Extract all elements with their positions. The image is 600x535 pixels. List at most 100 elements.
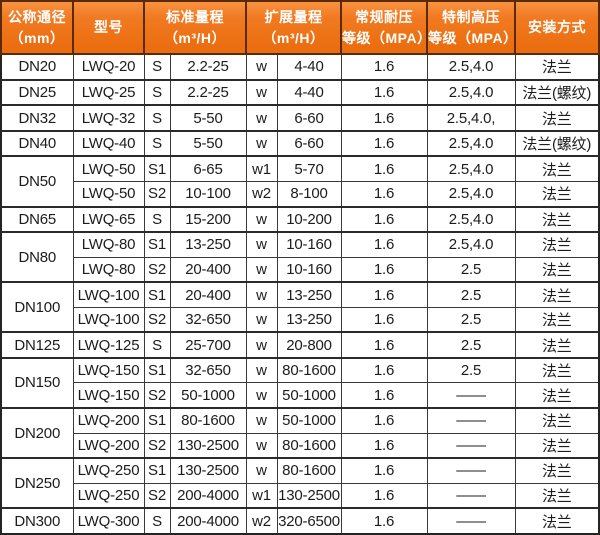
special-high-pressure-cell: 2.5,4.0 — [426, 205, 516, 233]
mounting-cell: 法兰 — [514, 231, 600, 258]
standard-range-code-cell: S — [143, 78, 171, 106]
model-cell: LWQ-40 — [72, 129, 145, 157]
mounting-cell: 法兰 — [514, 256, 600, 283]
regular-pressure-cell: 1.6 — [340, 180, 428, 208]
table-row: DN20 LWQ-20 S 2.2-25 w 4-40 1.6 2.5,4.0 法兰 — [0, 53, 600, 81]
extended-range-code-cell: w2 — [245, 180, 278, 208]
model-cell: LWQ-100 — [72, 281, 145, 308]
table-row: DN125 LWQ-125 S 25-700 w 20-800 1.6 2.5 法兰 — [0, 331, 600, 359]
standard-range-cell: 32-650 — [169, 306, 247, 333]
nominal-diameter-cell: DN200 — [0, 407, 74, 459]
standard-range-code-cell: S1 — [143, 407, 171, 434]
standard-range-code-cell: S — [143, 53, 171, 81]
extended-range-cell: 4-40 — [276, 78, 342, 106]
standard-range-cell: 25-700 — [169, 331, 247, 359]
extended-range-cell: 4-40 — [276, 53, 342, 81]
mounting-cell: 法兰 — [514, 432, 600, 459]
extended-range-code-cell: w1 — [245, 482, 278, 509]
nominal-diameter-cell: DN125 — [0, 331, 74, 359]
standard-range-cell: 20-400 — [169, 256, 247, 283]
mounting-cell: 法兰 — [514, 180, 600, 208]
extended-range-code-cell: w — [245, 129, 278, 157]
nominal-diameter-cell: DN65 — [0, 205, 74, 233]
standard-range-cell: 2.2-25 — [169, 78, 247, 106]
mounting-cell: 法兰 — [514, 382, 600, 409]
special-high-pressure-cell: 2.5 — [426, 306, 516, 333]
nominal-diameter-cell: DN25 — [0, 78, 74, 106]
extended-range-code-cell: w — [245, 407, 278, 434]
standard-range-code-cell: S — [143, 507, 171, 535]
standard-range-code-cell: S2 — [143, 432, 171, 459]
special-high-pressure-cell: 2.5,4.0 — [426, 231, 516, 258]
standard-range-cell: 80-1600 — [169, 407, 247, 434]
special-high-pressure-cell: 2.5 — [426, 331, 516, 359]
extended-range-cell: 80-1600 — [276, 457, 342, 484]
model-cell: LWQ-32 — [72, 104, 145, 132]
header-standard-range: 标准量程 （m³/H） — [143, 0, 247, 55]
extended-range-cell: 320-6500 — [276, 507, 342, 535]
mounting-cell: 法兰 — [514, 53, 600, 81]
table-row: DN150 LWQ-150 S1 32-650 w 80-1600 1.6 2.5 法兰 — [0, 356, 600, 409]
special-high-pressure-cell: 2.5,4.0 — [426, 180, 516, 208]
table-header: 公称通径 （mm） 型号 标准量程 （m³/H） 扩展量程 （m³/H） 常规耐… — [0, 0, 600, 55]
mounting-cell: 法兰(螺纹) — [514, 78, 600, 106]
table-row: LWQ-80 S2 20-400 w 10-160 1.6 2.5 法兰 — [1, 256, 600, 283]
standard-range-cell: 10-100 — [169, 180, 247, 208]
special-high-pressure-cell: 2.5 — [426, 281, 516, 308]
standard-range-cell: 5-50 — [169, 129, 247, 157]
nominal-diameter-cell: DN50 — [0, 155, 74, 208]
special-high-pressure-cell: —— — [426, 457, 516, 484]
table-row: DN100 LWQ-100 S1 20-400 w 13-250 1.6 2.5 法兰 — [0, 281, 600, 333]
mounting-cell: 法兰 — [514, 306, 600, 333]
special-high-pressure-cell: 2.5,4.0 — [426, 53, 516, 81]
header-mounting: 安装方式 — [514, 0, 600, 55]
mounting-cell: 法兰 — [514, 507, 600, 535]
extended-range-code-cell: w2 — [245, 507, 278, 535]
regular-pressure-cell: 1.6 — [340, 104, 428, 132]
regular-pressure-cell: 1.6 — [340, 507, 428, 535]
model-cell: LWQ-250 — [72, 482, 145, 509]
extended-range-code-cell: w — [245, 256, 278, 283]
regular-pressure-cell: 1.6 — [340, 155, 428, 182]
table-row: DN300 LWQ-300 S 200-4000 w2 320-6500 1.6 —— 法兰 — [0, 507, 600, 535]
regular-pressure-cell: 1.6 — [340, 407, 428, 434]
special-high-pressure-cell: 2.5,4.0 — [426, 129, 516, 157]
regular-pressure-cell: 1.6 — [340, 129, 428, 157]
special-high-pressure-cell: —— — [426, 482, 516, 509]
standard-range-code-cell: S2 — [143, 180, 171, 208]
standard-range-code-cell: S2 — [143, 382, 171, 409]
model-cell: LWQ-300 — [72, 507, 145, 535]
table-row: LWQ-150 S2 50-1000 w 50-1000 1.6 —— 法兰 — [1, 382, 600, 409]
standard-range-cell: 130-2500 — [169, 432, 247, 459]
standard-range-code-cell: S1 — [143, 231, 171, 258]
mounting-cell: 法兰 — [514, 205, 600, 233]
standard-range-cell: 13-250 — [169, 231, 247, 258]
nominal-diameter-cell: DN300 — [0, 507, 74, 535]
extended-range-code-cell: w — [245, 231, 278, 258]
mounting-cell: 法兰 — [514, 407, 600, 434]
header-regular-pressure: 常规耐压 等级（MPA） — [340, 0, 431, 55]
special-high-pressure-cell: 2.5 — [426, 356, 516, 384]
header-special-high-pressure: 特制高压 等级（MPA） — [426, 0, 517, 55]
special-high-pressure-cell: —— — [426, 382, 516, 409]
regular-pressure-cell: 1.6 — [340, 281, 428, 308]
special-high-pressure-cell: —— — [426, 407, 516, 434]
table-row: LWQ-50 S2 10-100 w2 8-100 1.6 2.5,4.0 法兰 — [1, 180, 600, 208]
regular-pressure-cell: 1.6 — [340, 78, 428, 106]
extended-range-cell: 6-60 — [276, 129, 342, 157]
special-high-pressure-cell: —— — [426, 432, 516, 459]
extended-range-cell: 5-70 — [276, 155, 342, 182]
regular-pressure-cell: 1.6 — [340, 205, 428, 233]
mounting-cell: 法兰 — [514, 155, 600, 182]
standard-range-code-cell: S1 — [143, 356, 171, 384]
extended-range-code-cell: w — [245, 382, 278, 409]
extended-range-cell: 13-250 — [276, 281, 342, 308]
standard-range-code-cell: S1 — [143, 457, 171, 484]
standard-range-code-cell: S — [143, 104, 171, 132]
nominal-diameter-cell: DN80 — [0, 231, 74, 283]
regular-pressure-cell: 1.6 — [340, 482, 428, 509]
extended-range-code-cell: w — [245, 331, 278, 359]
extended-range-cell: 10-200 — [276, 205, 342, 233]
mounting-cell: 法兰 — [514, 356, 600, 384]
